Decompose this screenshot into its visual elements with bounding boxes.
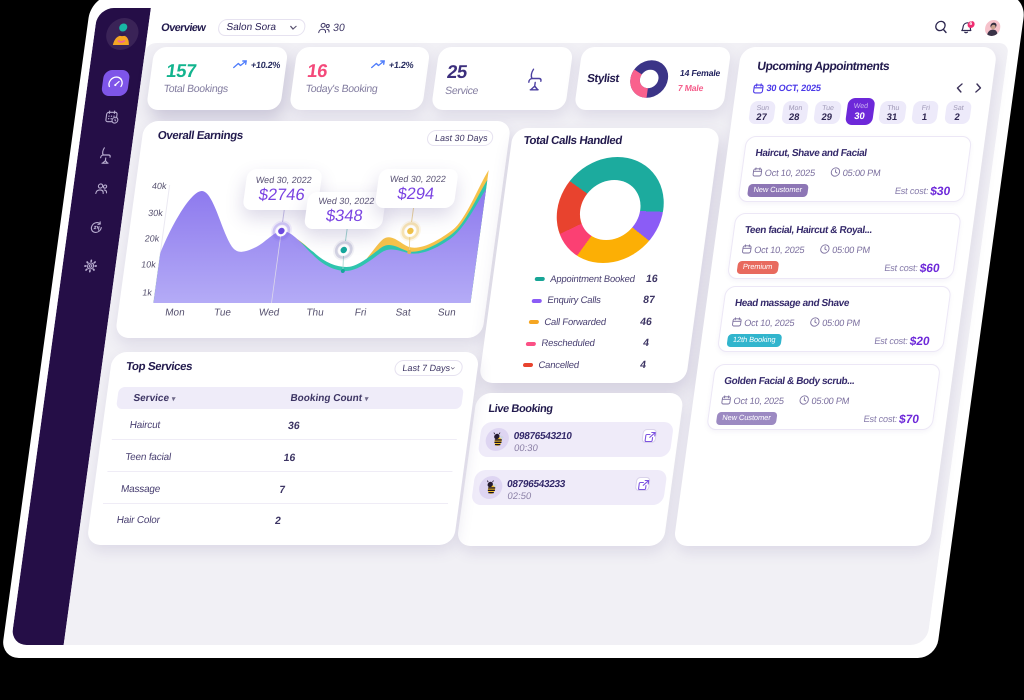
svg-text:Sat: Sat xyxy=(395,308,412,318)
svg-text:Mon: Mon xyxy=(164,308,185,318)
svg-text:Sun: Sun xyxy=(437,308,456,318)
svg-text:Wed: Wed xyxy=(258,308,280,318)
svg-text:Tue: Tue xyxy=(213,308,232,318)
svg-text:Thu: Thu xyxy=(306,308,325,318)
svg-text:30k: 30k xyxy=(148,208,164,218)
svg-text:10k: 10k xyxy=(141,260,157,270)
svg-text:40k: 40k xyxy=(151,181,167,191)
svg-text:Fri: Fri xyxy=(354,308,367,318)
svg-text:20k: 20k xyxy=(144,234,160,244)
svg-text:1k: 1k xyxy=(142,288,153,298)
